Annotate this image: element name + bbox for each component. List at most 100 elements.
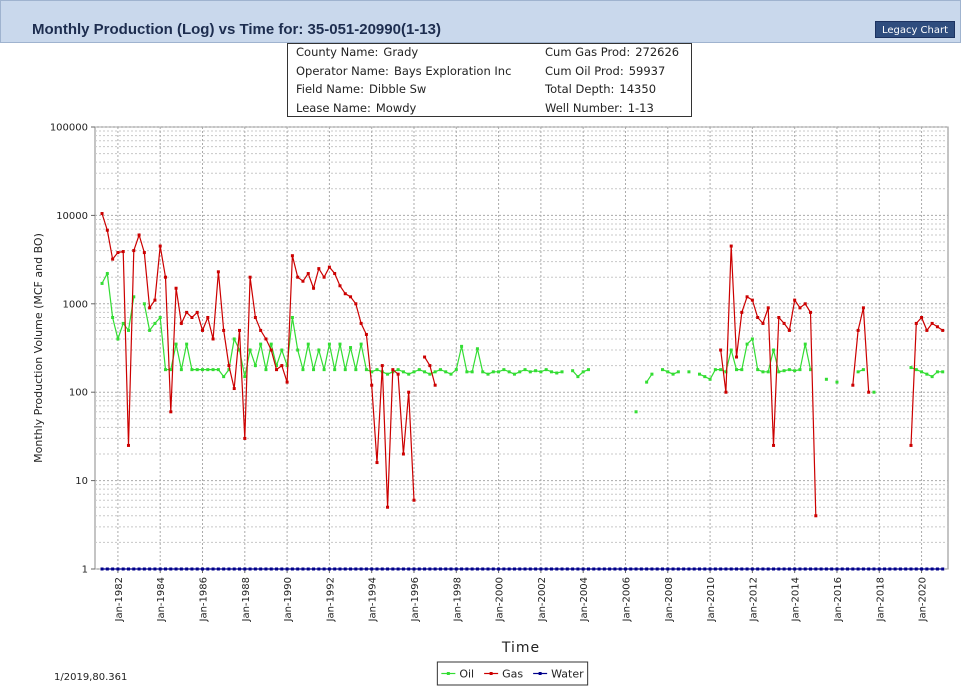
data-point — [423, 567, 427, 571]
data-point — [745, 567, 749, 571]
data-point — [306, 272, 310, 276]
data-point — [370, 383, 374, 387]
data-point — [735, 355, 739, 359]
data-point — [856, 328, 860, 332]
data-point — [296, 567, 300, 571]
data-point — [179, 567, 183, 571]
data-point — [576, 567, 580, 571]
data-point — [105, 228, 109, 232]
data-point — [713, 368, 717, 372]
data-point — [793, 567, 797, 571]
y-axis-label: Monthly Production Volume (MCF and BO) — [32, 233, 45, 463]
data-point — [840, 567, 844, 571]
data-point — [216, 368, 220, 372]
legacy-chart-button[interactable]: Legacy Chart — [875, 21, 955, 38]
data-point — [893, 567, 897, 571]
data-point — [861, 306, 865, 310]
x-tick-label: Jan-1984 — [156, 577, 167, 622]
data-point — [243, 375, 247, 379]
data-point — [539, 567, 543, 571]
data-point — [238, 348, 242, 352]
data-point — [333, 368, 337, 372]
data-point — [549, 567, 553, 571]
data-point — [449, 372, 453, 376]
data-point — [777, 567, 781, 571]
data-point — [407, 372, 411, 376]
data-point — [438, 567, 442, 571]
data-point — [560, 370, 564, 374]
data-point — [835, 380, 839, 384]
data-point — [375, 567, 379, 571]
data-point — [401, 370, 405, 374]
info-label: Total Depth: — [545, 82, 615, 96]
data-point — [148, 567, 152, 571]
data-point — [264, 337, 268, 341]
data-point — [121, 250, 125, 254]
y-tick-label: 10 — [75, 476, 88, 487]
data-point — [190, 315, 194, 319]
data-point — [423, 355, 427, 359]
data-point — [941, 370, 945, 374]
data-point — [185, 567, 189, 571]
data-point — [761, 567, 765, 571]
data-point — [687, 370, 691, 374]
data-point — [703, 375, 707, 379]
data-point — [243, 436, 247, 440]
data-point — [698, 567, 702, 571]
data-point — [296, 275, 300, 279]
data-point — [148, 306, 152, 310]
data-point — [861, 368, 865, 372]
data-point — [349, 567, 353, 571]
info-value: 59937 — [628, 63, 666, 78]
x-tick-label: Jan-2004 — [579, 577, 590, 622]
data-point — [179, 321, 183, 325]
x-tick-label: Jan-2000 — [495, 577, 506, 622]
data-point — [380, 364, 384, 368]
data-point — [666, 567, 670, 571]
data-point — [555, 567, 559, 571]
data-point — [819, 567, 823, 571]
data-point — [428, 567, 432, 571]
data-point — [153, 298, 157, 302]
data-point — [761, 321, 765, 325]
data-point — [618, 567, 622, 571]
data-point — [867, 567, 871, 571]
data-point — [153, 321, 157, 325]
data-point — [544, 368, 548, 372]
data-point — [275, 368, 279, 372]
data-point — [909, 443, 913, 447]
data-point — [185, 342, 189, 346]
data-point — [327, 567, 331, 571]
data-point — [100, 281, 104, 285]
data-point — [206, 315, 210, 319]
data-point — [856, 567, 860, 571]
data-point — [867, 390, 871, 394]
data-point — [608, 567, 612, 571]
data-point — [502, 368, 506, 372]
legend-box — [436, 661, 589, 686]
data-point — [724, 370, 728, 374]
data-point — [253, 364, 257, 368]
data-point — [835, 567, 839, 571]
data-point — [423, 370, 427, 374]
data-point — [486, 372, 490, 376]
data-point — [449, 567, 453, 571]
data-point — [565, 567, 569, 571]
data-point — [941, 567, 945, 571]
data-point — [391, 567, 395, 571]
data-point — [512, 567, 516, 571]
data-point — [232, 337, 236, 341]
info-label: Lease Name: — [296, 100, 371, 115]
x-tick-label: Jan-1988 — [241, 577, 252, 622]
data-point — [528, 370, 532, 374]
data-point — [227, 567, 231, 571]
data-point — [676, 567, 680, 571]
info-value: Mowdy — [375, 100, 417, 115]
data-point — [719, 348, 723, 352]
data-point — [444, 370, 448, 374]
data-point — [275, 567, 279, 571]
data-point — [460, 567, 464, 571]
data-point — [169, 368, 173, 372]
data-point — [930, 567, 934, 571]
data-point — [703, 567, 707, 571]
